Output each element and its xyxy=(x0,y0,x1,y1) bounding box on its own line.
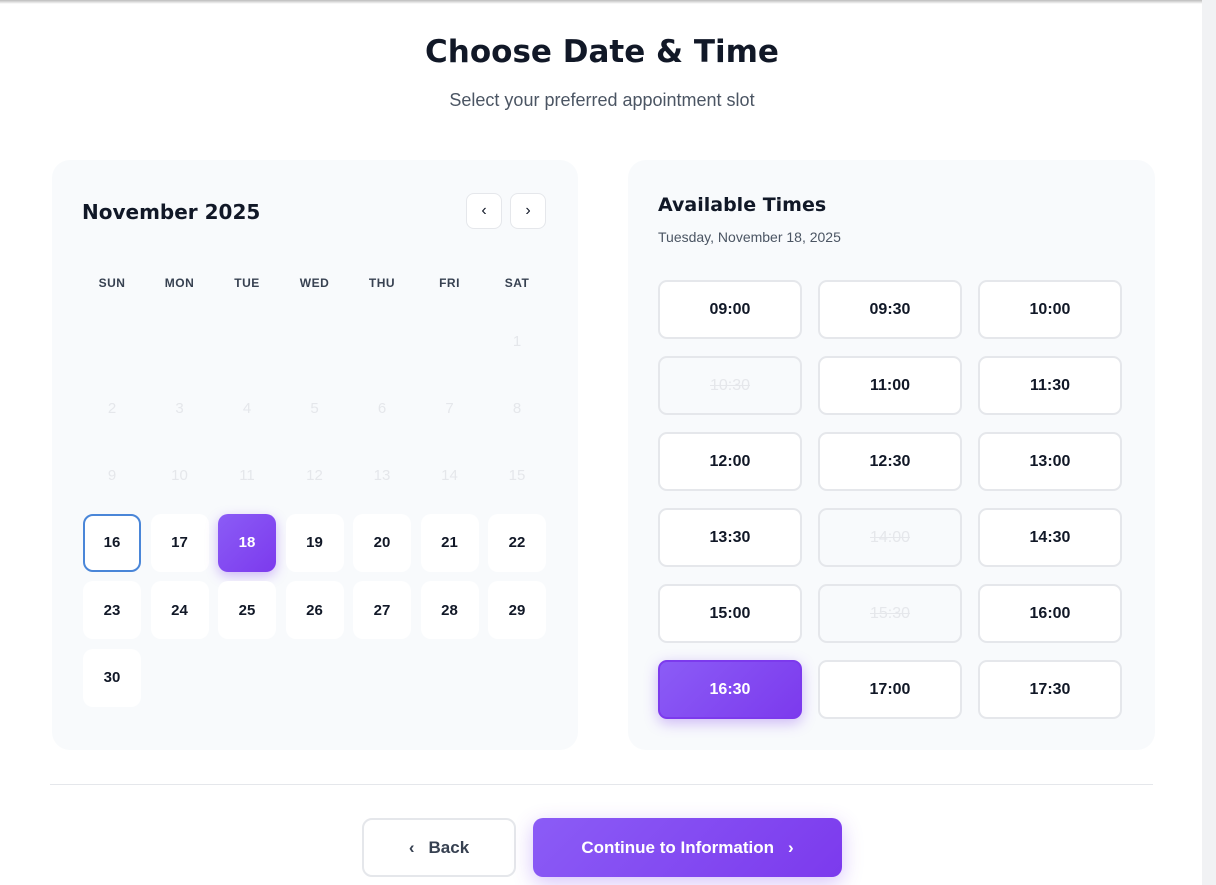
time-slot[interactable]: 14:30 xyxy=(978,508,1122,567)
back-button[interactable]: ‹ Back xyxy=(362,818,516,877)
time-slot[interactable]: 13:00 xyxy=(978,432,1122,491)
calendar-day: 2 xyxy=(107,399,117,417)
calendar-month: November 2025 xyxy=(82,200,261,224)
time-slot[interactable]: 15:00 xyxy=(658,584,802,643)
calendar-day[interactable]: 18 xyxy=(218,513,276,572)
weekday-header: MON xyxy=(164,276,195,290)
calendar-day: 10 xyxy=(171,467,188,485)
calendar-day: 3 xyxy=(175,399,184,417)
calendar-day: 4 xyxy=(242,399,252,417)
calendar-day[interactable]: 17 xyxy=(150,513,209,572)
calendar-day[interactable]: 27 xyxy=(353,581,411,640)
time-slot[interactable]: 16:30 xyxy=(658,660,802,719)
continue-button[interactable]: Continue to Information › xyxy=(533,818,842,877)
calendar-day: 14 xyxy=(441,467,458,485)
calendar-day[interactable]: 16 xyxy=(83,513,141,572)
selected-date: Tuesday, November 18, 2025 xyxy=(658,229,841,245)
calendar-day[interactable]: 23 xyxy=(83,581,141,640)
top-shadow xyxy=(0,0,1216,4)
calendar-day[interactable]: 30 xyxy=(83,648,141,707)
time-slot: 10:30 xyxy=(658,356,802,415)
scrollbar[interactable] xyxy=(1202,0,1216,885)
next-month-button[interactable]: › xyxy=(510,193,546,229)
chevron-right-icon: › xyxy=(525,202,531,219)
calendar-day[interactable]: 25 xyxy=(218,581,276,640)
calendar-card: November 2025 ‹ › SUN MON TUE WED THU FRI SAT 1… xyxy=(52,160,578,750)
time-slot[interactable]: 09:00 xyxy=(658,280,802,339)
calendar-day: 15 xyxy=(508,467,526,485)
divider xyxy=(50,784,1153,785)
time-slot[interactable]: 10:00 xyxy=(978,280,1122,339)
prev-month-button[interactable]: ‹ xyxy=(466,193,502,229)
continue-label: Continue to Information xyxy=(581,837,774,857)
calendar-day: 12 xyxy=(306,467,323,485)
time-slot[interactable]: 17:30 xyxy=(978,660,1122,719)
calendar-day: 7 xyxy=(445,399,454,417)
calendar-day[interactable]: 20 xyxy=(353,513,411,572)
calendar-day[interactable]: 21 xyxy=(420,513,479,572)
chevron-right-icon: › xyxy=(787,837,794,857)
calendar-day: 1 xyxy=(512,332,522,350)
time-slot: 15:30 xyxy=(818,584,962,643)
calendar-day[interactable]: 29 xyxy=(488,581,546,640)
back-label: Back xyxy=(428,837,470,857)
weekday-header: SAT xyxy=(504,276,530,290)
time-slot[interactable]: 17:00 xyxy=(818,660,962,719)
calendar-day[interactable]: 24 xyxy=(150,581,209,640)
time-slot[interactable]: 09:30 xyxy=(818,280,962,339)
calendar-day[interactable]: 19 xyxy=(285,513,344,572)
times-card: Available Times Tuesday, November 18, 20… xyxy=(628,160,1155,750)
calendar-day: 5 xyxy=(310,399,319,417)
calendar-day: 8 xyxy=(512,399,522,417)
weekday-header: TUE xyxy=(234,276,260,290)
calendar-day: 6 xyxy=(377,399,387,417)
calendar-day[interactable]: 26 xyxy=(285,581,344,640)
calendar-day: 9 xyxy=(107,467,117,485)
weekday-header: THU xyxy=(368,276,396,290)
time-slot[interactable]: 11:00 xyxy=(818,356,962,415)
calendar-day[interactable]: 22 xyxy=(488,513,546,572)
weekday-header: SUN xyxy=(98,276,126,290)
times-title: Available Times xyxy=(658,194,827,216)
page-title: Choose Date & Time xyxy=(425,34,779,70)
chevron-left-icon: ‹ xyxy=(481,202,487,219)
calendar-day: 13 xyxy=(373,467,391,485)
calendar-day[interactable]: 28 xyxy=(420,581,479,640)
time-slot: 14:00 xyxy=(818,508,962,567)
chevron-left-icon: ‹ xyxy=(408,837,415,857)
weekday-header: FRI xyxy=(439,276,460,290)
time-slot[interactable]: 16:00 xyxy=(978,584,1122,643)
time-slot[interactable]: 11:30 xyxy=(978,356,1122,415)
time-slot[interactable]: 13:30 xyxy=(658,508,802,567)
weekday-header: WED xyxy=(299,276,330,290)
calendar-day: 11 xyxy=(239,467,255,485)
time-slot[interactable]: 12:00 xyxy=(658,432,802,491)
page-subtitle: Select your preferred appointment slot xyxy=(449,90,755,110)
time-slot[interactable]: 12:30 xyxy=(818,432,962,491)
